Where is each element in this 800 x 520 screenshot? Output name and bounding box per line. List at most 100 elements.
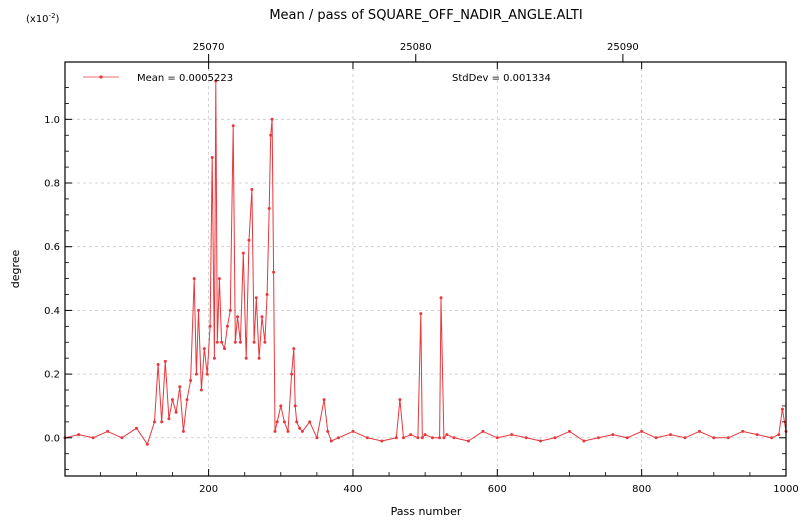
data-point xyxy=(192,277,196,281)
data-point xyxy=(279,404,283,408)
data-point xyxy=(726,436,730,440)
data-point xyxy=(481,429,485,433)
data-point xyxy=(228,308,232,312)
data-point xyxy=(292,347,296,351)
data-point xyxy=(290,372,294,376)
data-point xyxy=(135,426,138,430)
data-point xyxy=(423,433,427,437)
data-point xyxy=(178,385,182,389)
data-point xyxy=(293,404,297,408)
x-tick-label: 600 xyxy=(488,484,507,495)
data-point xyxy=(91,436,95,440)
ticks-layer: 200 400 600 800 1000 25070 25080 25090 0.0 0.2 0.4… xyxy=(44,42,799,495)
data-point xyxy=(539,439,543,443)
data-point xyxy=(267,207,271,210)
data-point xyxy=(202,347,206,351)
data-point xyxy=(272,270,276,274)
data-point xyxy=(236,315,239,319)
top-axis-tick-label: 25090 xyxy=(607,42,639,53)
data-point xyxy=(282,420,286,424)
data-point xyxy=(442,436,446,440)
data-point xyxy=(683,436,687,440)
data-point xyxy=(596,436,600,440)
data-point xyxy=(270,117,274,121)
data-point xyxy=(241,251,245,255)
data-point xyxy=(185,398,189,402)
data-point xyxy=(275,420,279,424)
data-point xyxy=(106,429,110,433)
data-point xyxy=(365,436,369,440)
y-tick-label: 0.8 xyxy=(44,179,60,190)
data-point xyxy=(611,433,615,437)
data-point xyxy=(167,417,171,421)
data-point xyxy=(315,436,319,440)
data-point xyxy=(208,324,212,328)
data-point xyxy=(524,436,528,440)
annotation-stddev: StdDev = 0.001334 xyxy=(452,73,551,84)
y-tick-label: 1.0 xyxy=(44,115,60,126)
legend-entry-mean: Mean = 0.0005223 xyxy=(137,73,233,84)
x-tick-label: 800 xyxy=(632,484,651,495)
data-point xyxy=(273,429,277,433)
data-point xyxy=(189,379,193,382)
data-point xyxy=(669,433,672,437)
data-point xyxy=(625,436,629,440)
data-point xyxy=(308,420,312,424)
data-point xyxy=(438,436,442,440)
data-point xyxy=(254,296,258,300)
data-point xyxy=(156,363,160,366)
y-tick-label: 0.4 xyxy=(44,306,60,317)
data-point xyxy=(194,372,198,376)
data-point xyxy=(77,433,81,437)
data-point xyxy=(247,238,251,242)
data-point xyxy=(640,429,644,433)
data-point xyxy=(145,442,149,446)
data-point xyxy=(697,429,701,433)
data-point xyxy=(398,398,402,402)
data-point xyxy=(452,436,456,440)
y-axis-label: degree xyxy=(9,250,22,289)
chart-title: Mean / pass of SQUARE_OFF_NADIR_ANGLE.AL… xyxy=(269,8,582,23)
data-point xyxy=(215,340,219,344)
y-tick-label: 0.2 xyxy=(44,370,60,381)
data-point xyxy=(416,436,420,440)
data-point xyxy=(741,429,745,433)
data-point xyxy=(212,356,216,360)
data-point xyxy=(238,340,242,344)
data-point xyxy=(225,324,229,328)
data-point xyxy=(420,436,424,440)
data-point xyxy=(265,293,269,296)
series-layer xyxy=(63,79,788,446)
data-point xyxy=(252,340,256,344)
x-tick-label: 1000 xyxy=(773,484,798,495)
data-point xyxy=(153,420,156,424)
data-point xyxy=(223,347,226,351)
data-point xyxy=(553,436,557,440)
data-point xyxy=(295,420,299,424)
data-point xyxy=(322,398,326,402)
data-point xyxy=(217,277,221,281)
data-point xyxy=(269,133,273,137)
series-line xyxy=(64,80,787,445)
data-point xyxy=(286,429,290,433)
x-axis-label: Pass number xyxy=(391,505,462,518)
data-point xyxy=(568,429,571,433)
data-point xyxy=(174,410,178,414)
data-point xyxy=(326,429,330,433)
data-point xyxy=(777,433,781,437)
data-point xyxy=(337,436,340,440)
data-point xyxy=(394,436,398,440)
data-point xyxy=(402,436,405,440)
data-point xyxy=(409,433,413,437)
data-point xyxy=(654,436,658,440)
data-point xyxy=(419,312,423,316)
top-axis-tick-label: 25070 xyxy=(193,42,225,53)
data-point xyxy=(329,439,333,443)
data-point xyxy=(755,433,759,437)
plot-frame xyxy=(64,61,787,477)
data-point xyxy=(244,356,248,360)
data-point xyxy=(199,388,203,392)
data-point xyxy=(495,436,499,440)
x-tick-label: 400 xyxy=(343,484,362,495)
